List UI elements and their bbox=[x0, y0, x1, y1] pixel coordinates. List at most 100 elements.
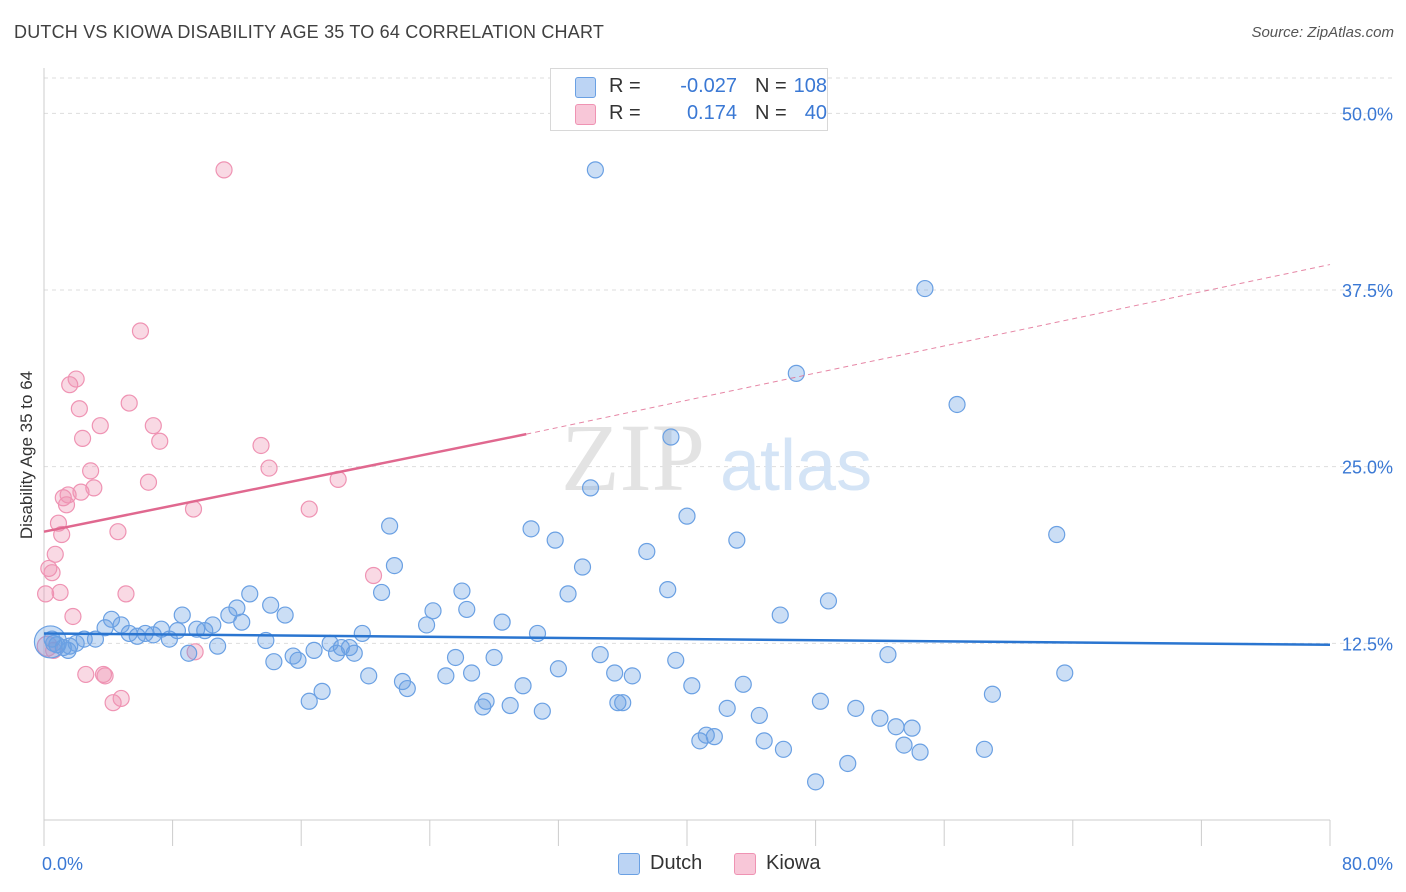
kiowa-point bbox=[120, 394, 138, 412]
kiowa-point bbox=[96, 667, 114, 685]
kiowa-point bbox=[144, 417, 162, 435]
kiowa-trend-extension bbox=[526, 264, 1331, 435]
dutch-point bbox=[678, 507, 696, 525]
dutch-point bbox=[462, 664, 481, 682]
dutch-points bbox=[33, 161, 1074, 791]
kiowa-point bbox=[67, 370, 85, 388]
dutch-point bbox=[180, 644, 198, 662]
kiowa-point bbox=[37, 585, 55, 603]
dutch-n-label: N = bbox=[755, 75, 787, 97]
dutch-legend-swatch bbox=[618, 853, 640, 875]
dutch-legend-label: Dutch bbox=[650, 852, 703, 874]
dutch-point bbox=[787, 364, 805, 382]
kiowa-point bbox=[53, 525, 71, 544]
kiowa-point bbox=[73, 429, 92, 447]
dutch-point bbox=[734, 675, 752, 693]
dutch-point bbox=[398, 679, 416, 698]
dutch-point bbox=[453, 582, 471, 600]
dutch-point bbox=[276, 606, 294, 624]
dutch-point bbox=[262, 596, 280, 614]
kiowa-point bbox=[64, 607, 82, 626]
dutch-point bbox=[638, 542, 656, 561]
kiowa-point bbox=[215, 161, 233, 179]
kiowa-point bbox=[364, 566, 383, 585]
dutch-point bbox=[241, 585, 259, 603]
dutch-point bbox=[750, 706, 768, 725]
kiowa-point bbox=[77, 665, 95, 684]
chart-title: DUTCH VS KIOWA DISABILITY AGE 35 TO 64 C… bbox=[14, 22, 605, 42]
axes bbox=[43, 68, 1331, 846]
kiowa-point bbox=[46, 545, 64, 563]
dutch-r-value: -0.027 bbox=[680, 75, 737, 97]
dutch-point bbox=[911, 743, 929, 761]
dutch-point bbox=[67, 634, 85, 652]
dutch-point bbox=[477, 692, 495, 710]
gridlines bbox=[44, 77, 1392, 644]
kiowa-point bbox=[104, 694, 122, 712]
dutch-point bbox=[683, 677, 701, 695]
dutch-point bbox=[667, 651, 685, 669]
dutch-point bbox=[916, 279, 934, 298]
dutch-point bbox=[345, 644, 363, 662]
dutch-point bbox=[771, 606, 789, 624]
dutch-point bbox=[209, 637, 227, 655]
dutch-point bbox=[168, 622, 187, 640]
watermark: ZIP atlas bbox=[561, 404, 872, 511]
kiowa-trend-line bbox=[43, 432, 527, 533]
dutch-point bbox=[385, 556, 404, 575]
dutch-point bbox=[662, 428, 680, 446]
dutch-point bbox=[573, 558, 592, 576]
kiowa-point bbox=[43, 564, 61, 582]
dutch-point bbox=[774, 740, 793, 758]
dutch-point bbox=[514, 677, 532, 695]
kiowa-point bbox=[260, 459, 278, 477]
dutch-point bbox=[437, 667, 455, 685]
dutch-point bbox=[458, 600, 476, 619]
tick-labels: 12.5% 25.0% 37.5% 50.0% 0.0% 80.0% bbox=[42, 104, 1393, 874]
dutch-point bbox=[102, 610, 121, 628]
dutch-point bbox=[381, 517, 399, 535]
kiowa-point bbox=[186, 643, 204, 661]
dutch-point bbox=[424, 602, 442, 620]
kiowa-point bbox=[51, 583, 69, 602]
x-tick-label: 80.0% bbox=[1342, 854, 1393, 874]
dutch-point bbox=[305, 641, 323, 660]
y-axis-label: Disability Age 35 to 64 bbox=[17, 370, 36, 540]
kiowa-point bbox=[59, 486, 77, 504]
dutch-point bbox=[233, 613, 251, 631]
dutch-point bbox=[581, 479, 600, 497]
dutch-point bbox=[983, 685, 1002, 703]
kiowa-point bbox=[252, 436, 270, 455]
dutch-point bbox=[609, 694, 627, 712]
dutch-point bbox=[417, 616, 436, 634]
kiowa-n-label: N = bbox=[755, 102, 787, 124]
kiowa-point bbox=[131, 322, 150, 340]
dutch-point bbox=[819, 592, 838, 610]
dutch-point bbox=[728, 531, 746, 549]
dutch-point-cluster bbox=[33, 625, 68, 659]
dutch-point bbox=[559, 585, 577, 603]
kiowa-legend-swatch bbox=[734, 853, 756, 875]
dutch-point bbox=[879, 646, 897, 664]
dutch-point bbox=[718, 699, 736, 717]
dutch-point bbox=[522, 520, 540, 538]
dutch-point bbox=[887, 718, 905, 736]
dutch-point bbox=[586, 161, 604, 179]
y-tick-label: 37.5% bbox=[1342, 281, 1393, 301]
dutch-point bbox=[533, 702, 551, 720]
dutch-point bbox=[549, 660, 568, 678]
dutch-point bbox=[895, 736, 913, 754]
dutch-point bbox=[372, 583, 391, 602]
dutch-point bbox=[755, 732, 773, 750]
kiowa-point bbox=[82, 462, 100, 480]
kiowa-point bbox=[85, 479, 103, 497]
dutch-point bbox=[501, 696, 519, 715]
dutch-point bbox=[903, 719, 921, 737]
dutch-point bbox=[606, 664, 624, 682]
dutch-point bbox=[614, 694, 632, 712]
dutch-point bbox=[705, 728, 723, 746]
dutch-point bbox=[546, 531, 564, 549]
dutch-point bbox=[204, 616, 222, 634]
dutch-point bbox=[360, 667, 378, 685]
